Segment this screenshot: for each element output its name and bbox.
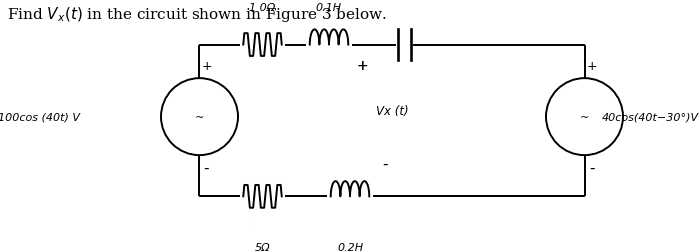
Text: 0.2H: 0.2H <box>337 242 363 252</box>
Text: -: - <box>589 161 594 176</box>
Text: Find $\mathit{V_x}$$\mathit{(t)}$ in the circuit shown in Figure 3 below.: Find $\mathit{V_x}$$\mathit{(t)}$ in the… <box>7 5 387 24</box>
Text: Vx (t): Vx (t) <box>376 104 408 117</box>
Text: -: - <box>204 161 209 176</box>
Text: 1 0Ω: 1 0Ω <box>249 3 276 13</box>
Text: 40cos(40t−30°)V: 40cos(40t−30°)V <box>602 112 699 122</box>
Text: -: - <box>382 156 388 171</box>
Text: 0.1H: 0.1H <box>316 3 342 13</box>
Text: +: + <box>201 60 212 73</box>
Text: 100cos (40t) V: 100cos (40t) V <box>0 112 80 122</box>
Text: 5Ω: 5Ω <box>255 242 270 252</box>
Text: +: + <box>357 58 368 73</box>
Text: ~: ~ <box>580 112 589 122</box>
Text: +: + <box>357 58 368 73</box>
Text: +: + <box>586 60 597 73</box>
Text: ~: ~ <box>195 112 204 122</box>
